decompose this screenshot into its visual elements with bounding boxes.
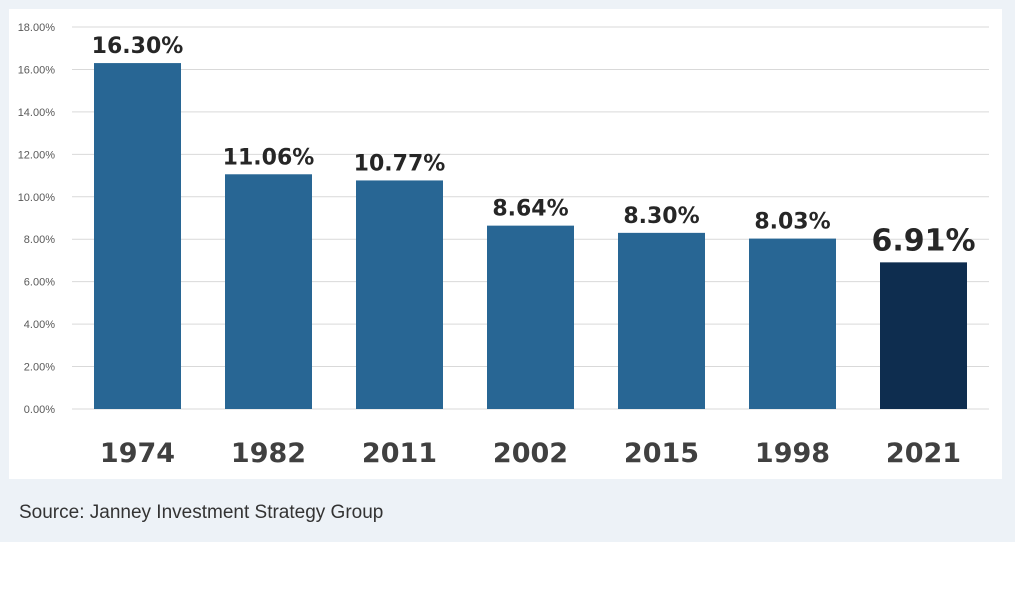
data-label: 10.77% <box>354 151 446 176</box>
y-tick-label: 12.00% <box>18 149 56 161</box>
y-tick-label: 10.00% <box>18 192 56 204</box>
bar-chart: 0.00% 2.00% 4.00% 6.00% 8.00% 10.00% 12.00% 14.… <box>18 22 989 469</box>
y-tick-label: 14.00% <box>18 107 56 119</box>
bar <box>487 225 574 409</box>
bar <box>225 174 312 409</box>
x-tick-label: 1982 <box>231 438 306 469</box>
data-label: 16.30% <box>92 34 184 59</box>
bar <box>94 63 181 409</box>
figure-background: 0.00% 2.00% 4.00% 6.00% 8.00% 10.00% 12.00% 14.… <box>0 0 1015 542</box>
data-label: 8.03% <box>754 210 830 235</box>
y-tick-label: 18.00% <box>18 22 56 34</box>
data-label: 8.64% <box>492 197 568 222</box>
source-note: Source: Janney Investment Strategy Group <box>19 502 384 523</box>
data-label: 6.91% <box>871 223 975 258</box>
x-tick-label: 2015 <box>624 438 699 469</box>
y-tick-label: 0.00% <box>24 404 55 416</box>
y-tick-label: 4.00% <box>24 319 55 331</box>
y-tick-label: 16.00% <box>18 64 56 76</box>
data-label: 11.06% <box>223 145 315 170</box>
y-tick-label: 2.00% <box>24 362 55 374</box>
bar <box>749 238 836 409</box>
bar-highlight <box>880 262 967 409</box>
bar <box>618 232 705 409</box>
plot-panel: 0.00% 2.00% 4.00% 6.00% 8.00% 10.00% 12.00% 14.… <box>9 9 1002 479</box>
y-tick-label: 8.00% <box>24 234 55 246</box>
x-tick-label: 2021 <box>886 438 961 469</box>
y-tick-label: 6.00% <box>24 277 55 289</box>
x-tick-label: 2002 <box>493 438 568 469</box>
data-label: 8.30% <box>623 204 699 229</box>
bar <box>356 180 443 409</box>
x-tick-label: 1974 <box>100 438 175 469</box>
x-tick-label: 1998 <box>755 438 830 469</box>
x-tick-label: 2011 <box>362 438 437 469</box>
